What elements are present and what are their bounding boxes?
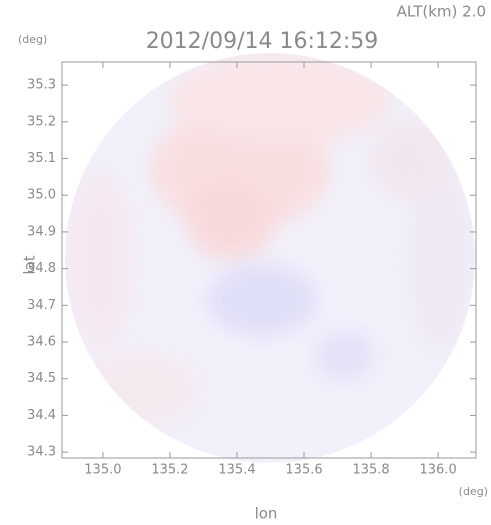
plot-frame <box>61 61 477 459</box>
y-tick-label: 35.0 <box>27 188 56 203</box>
y-tick-label: 34.6 <box>27 335 56 350</box>
x-tick-label: 135.6 <box>285 463 322 478</box>
y-unit: (deg) <box>18 33 47 46</box>
x-unit: (deg) <box>459 485 488 498</box>
y-tick-label: 34.9 <box>27 224 56 239</box>
y-tick-label: 34.5 <box>27 371 56 386</box>
y-tick-label: 34.3 <box>27 445 56 460</box>
x-axis-label: lon <box>255 505 278 522</box>
y-axis-label: lat <box>21 255 39 274</box>
radar-field <box>65 53 475 463</box>
y-tick-label: 34.4 <box>27 408 56 423</box>
x-tick-label: 135.0 <box>84 463 121 478</box>
x-tick-label: 135.2 <box>151 463 188 478</box>
x-tick-label: 135.4 <box>218 463 255 478</box>
y-tick-label: 35.1 <box>27 151 56 166</box>
y-tick-label: 35.3 <box>27 78 56 93</box>
y-tick-label: 34.8 <box>27 261 56 276</box>
y-tick-label: 34.7 <box>27 298 56 313</box>
chart-title: 2012/09/14 16:12:59 <box>146 29 379 54</box>
x-tick-label: 135.8 <box>352 463 389 478</box>
altitude-label: ALT(km) 2.0 <box>397 3 486 21</box>
y-tick-label: 35.2 <box>27 114 56 129</box>
x-tick-label: 136.0 <box>420 463 457 478</box>
